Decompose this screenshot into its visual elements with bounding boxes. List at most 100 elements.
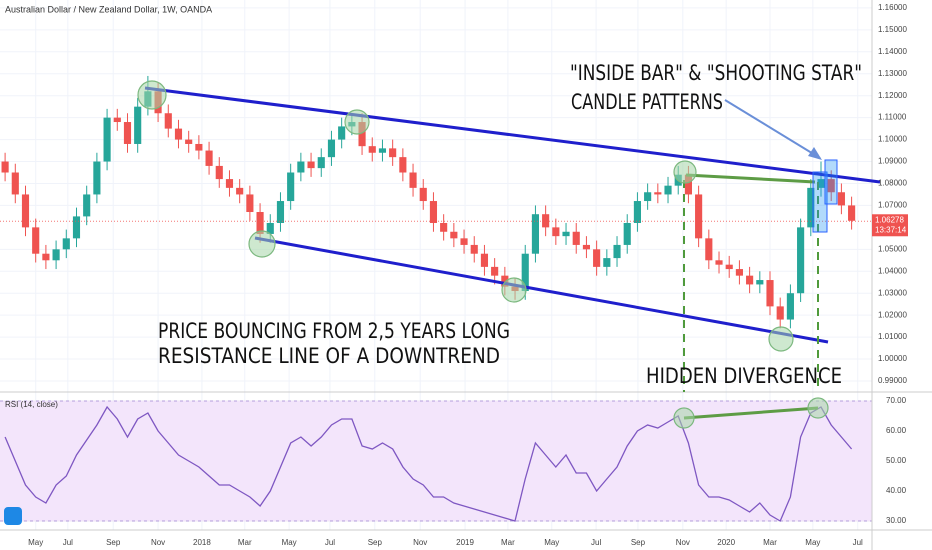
y2-tick-label: 40.00 (886, 486, 907, 495)
x-tick-label: Nov (151, 538, 165, 547)
y-tick-label: 1.15000 (878, 25, 907, 34)
candle-body (399, 157, 407, 173)
rsi-band (0, 401, 872, 521)
candle-body (817, 179, 825, 188)
y-tick-label: 1.02000 (878, 310, 907, 319)
x-tick-label: May (805, 538, 820, 547)
y2-tick-label: 50.00 (886, 456, 907, 465)
candle-body (450, 231, 458, 239)
candle-body (746, 275, 754, 285)
y-tick-label: 1.04000 (878, 266, 907, 275)
candle-body (470, 244, 478, 254)
candle-body (307, 161, 315, 169)
candle-body (756, 280, 764, 285)
candle-body (705, 238, 713, 261)
y-tick-label: 1.07000 (878, 201, 907, 210)
candle-body (807, 187, 815, 228)
pivot-circle (673, 160, 697, 184)
countdown-label: 13:37:14 (875, 225, 907, 234)
x-tick-label: Nov (413, 538, 427, 547)
candle-body (644, 192, 652, 202)
candle-body (225, 179, 234, 188)
symbol-title: Australian Dollar / New Zealand Dollar, … (5, 4, 212, 14)
x-tick-label: 2020 (717, 538, 735, 547)
candle-body (521, 253, 529, 292)
pivot-circle (501, 277, 527, 303)
y-tick-label: 1.05000 (878, 244, 907, 253)
logo[interactable] (4, 507, 22, 525)
candle-body (327, 139, 336, 158)
candle-body (195, 143, 203, 151)
y2-tick-label: 70.00 (886, 396, 907, 405)
y-tick-label: 1.13000 (878, 69, 907, 78)
candle-body (338, 126, 346, 140)
candle-body (603, 258, 611, 267)
rsi-divergence-line (683, 406, 819, 420)
candle-body (695, 194, 703, 239)
y-tick-label: 1.14000 (878, 47, 907, 56)
candle-body (715, 260, 723, 265)
lower-channel-line (254, 236, 829, 344)
pivot-circle (673, 407, 695, 429)
candle-body (134, 106, 142, 144)
candle-body (358, 122, 366, 147)
candle-body (297, 161, 305, 173)
candle-body (185, 139, 193, 144)
candle-body (440, 222, 448, 232)
rsi-line (4, 405, 853, 522)
candle-body (256, 212, 264, 234)
x-tick-label: Mar (238, 538, 252, 547)
candle-body (266, 222, 274, 234)
x-tick-label: Jul (63, 538, 73, 547)
candle-body (837, 192, 845, 206)
candle-body (236, 187, 244, 195)
y-tick-label: 1.03000 (878, 288, 907, 297)
pivot-circle (137, 80, 167, 110)
candle-body (684, 174, 692, 195)
candle-body (72, 216, 81, 239)
last-price-label: 1.06278 (875, 215, 904, 224)
candle-body (287, 172, 295, 202)
pivot-circle (768, 326, 794, 352)
last-price-box (872, 214, 908, 237)
y-tick-label: 1.08000 (878, 179, 907, 188)
candle-body (613, 244, 621, 259)
x-tick-label: Sep (631, 538, 646, 547)
candle-body (848, 205, 856, 221)
x-tick-label: Nov (676, 538, 690, 547)
candle-body (103, 117, 111, 162)
pivot-circle (807, 397, 829, 419)
arrow-head (808, 147, 822, 160)
y-tick-label: 0.99000 (878, 376, 907, 385)
candle-body (378, 148, 387, 153)
candle-body (409, 172, 417, 188)
x-tick-label: 2018 (193, 538, 211, 547)
y-tick-label: 1.10000 (878, 135, 907, 144)
x-tick-label: Sep (368, 538, 383, 547)
candle-body (83, 194, 91, 217)
candle-body (593, 249, 601, 267)
x-tick-label: 2019 (456, 538, 474, 547)
candle-body (123, 122, 132, 144)
pivot-circle (344, 109, 370, 135)
candle-body (205, 150, 213, 166)
candle-body (113, 117, 121, 123)
candle-body (276, 201, 285, 223)
candle-body (1, 161, 9, 173)
annotation: RESISTANCE LINE OF A DOWNTREND (158, 344, 500, 368)
candle-body (562, 231, 570, 237)
candle-body (786, 293, 794, 320)
y-tick-label: 1.16000 (878, 3, 907, 12)
candle-body (52, 249, 60, 261)
drawings (137, 80, 881, 429)
candle-body (174, 128, 183, 140)
pattern-box (824, 159, 838, 205)
rsi-title: RSI (14, close) (5, 400, 58, 409)
candle-body (368, 146, 376, 153)
candle-body (460, 238, 468, 245)
annotation: CANDLE PATTERNS (571, 90, 723, 114)
x-tick-label: Mar (501, 538, 515, 547)
candle-body (531, 214, 540, 254)
candle-body (429, 201, 438, 223)
pivot-circle (248, 230, 276, 258)
